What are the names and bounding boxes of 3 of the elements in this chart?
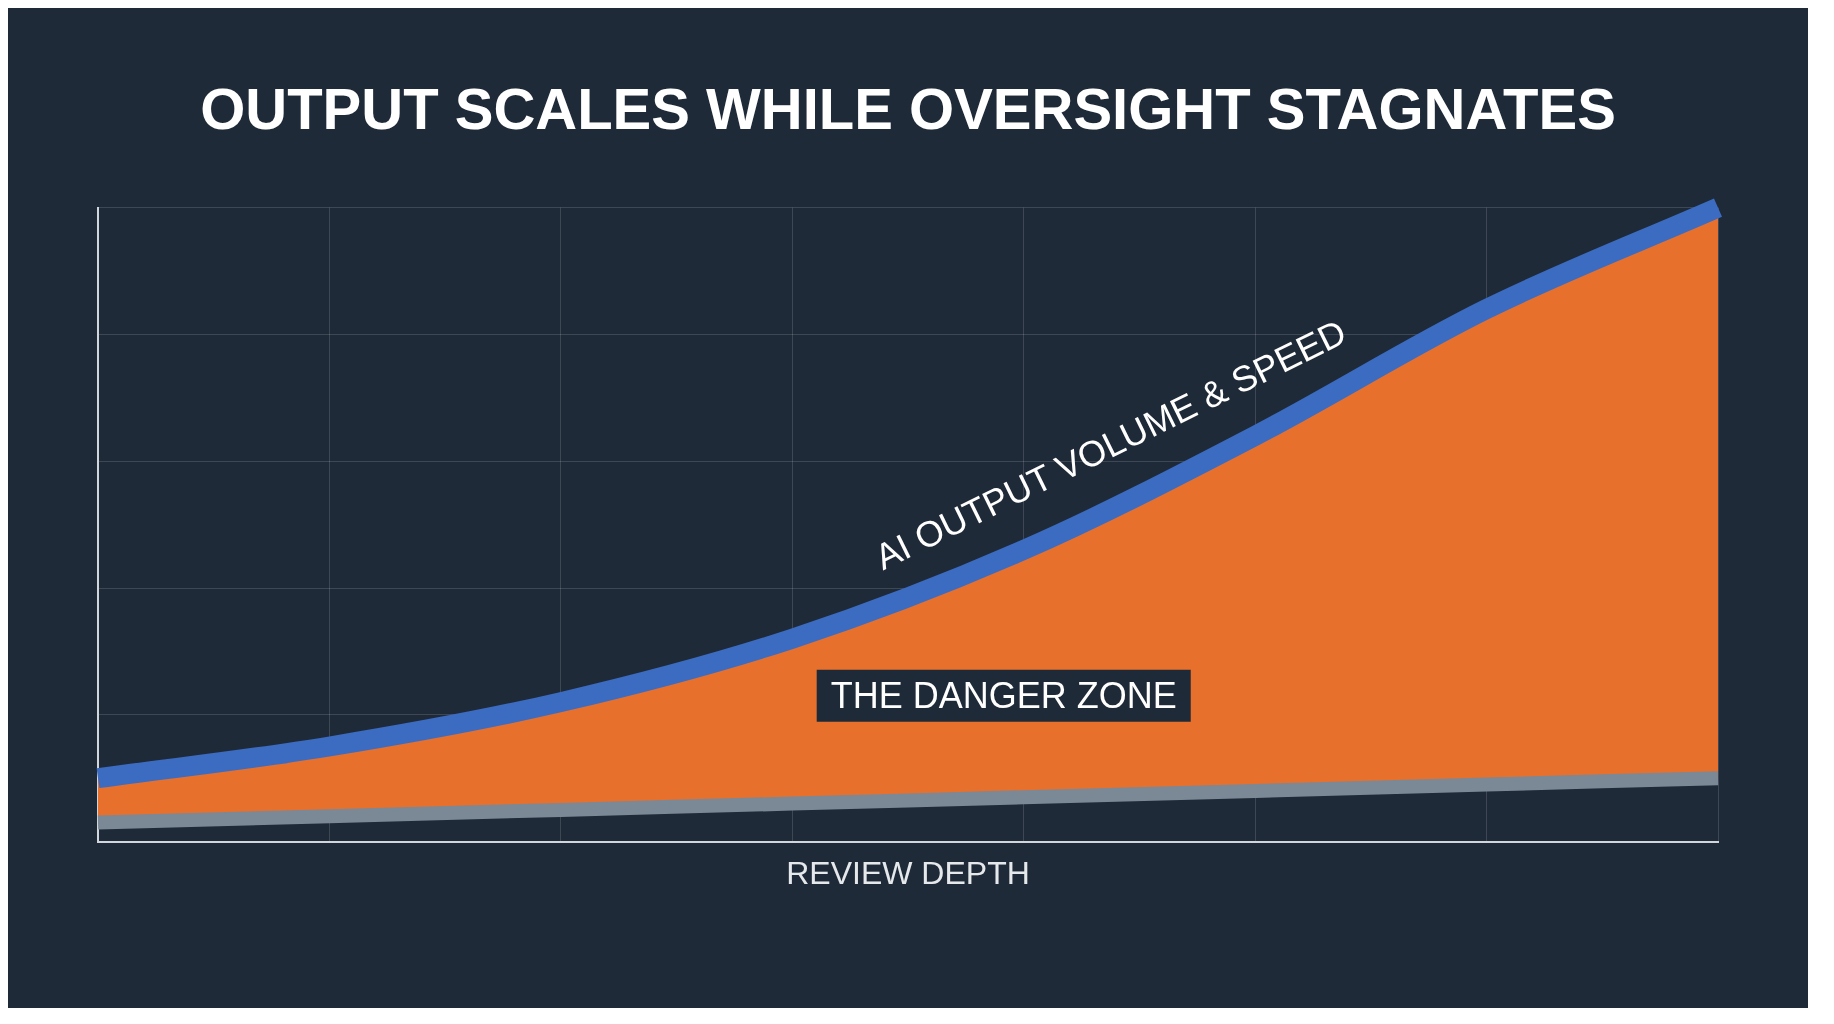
chart-title: OUTPUT SCALES WHILE OVERSIGHT STAGNATES (200, 75, 1616, 141)
x-axis-title: REVIEW DEPTH (786, 854, 1030, 891)
annotation: THE DANGER ZONE (830, 674, 1177, 716)
